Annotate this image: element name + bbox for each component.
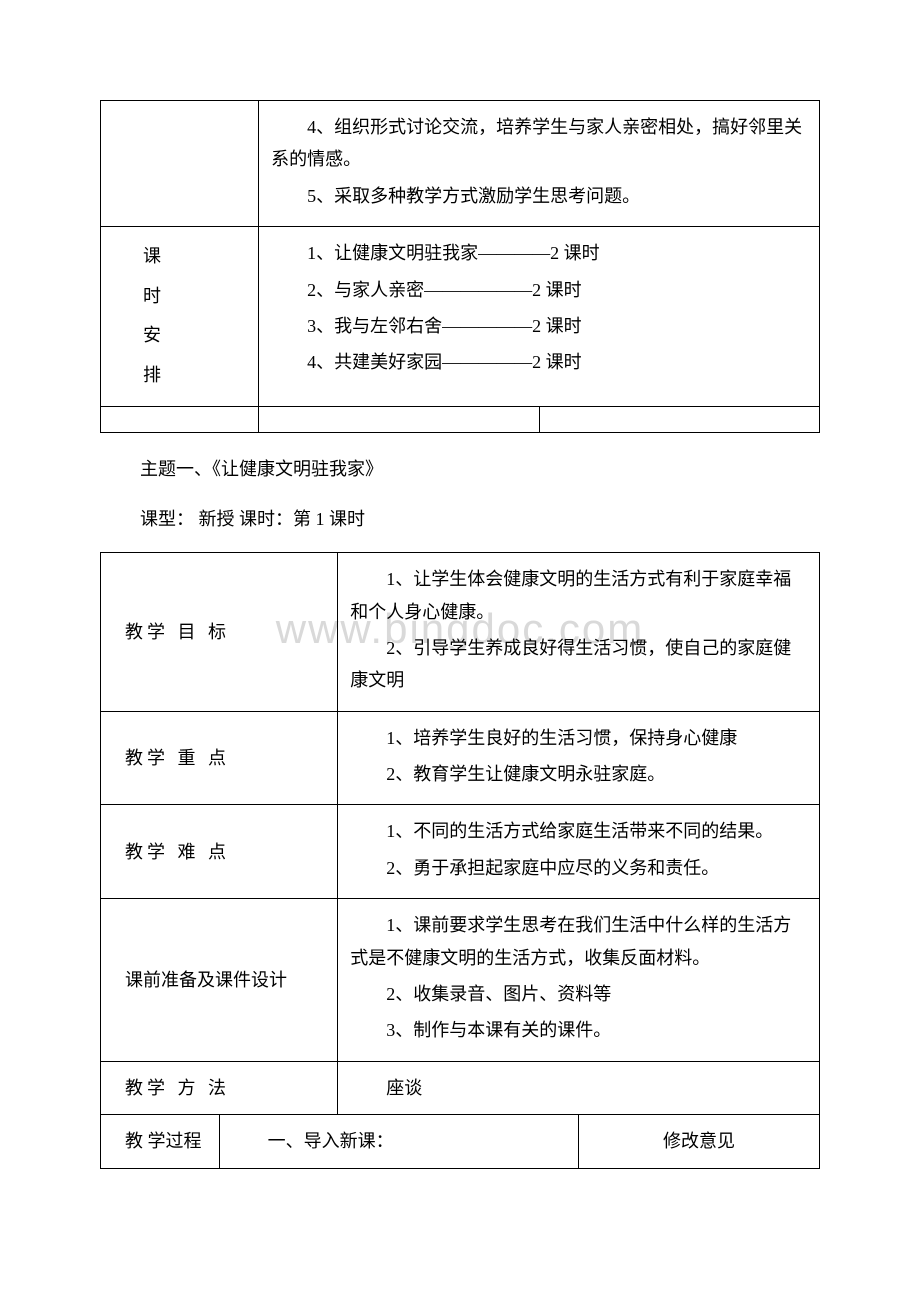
schedule-item: 1、让健康文明驻我家————2 课时 xyxy=(271,237,807,269)
table-row: 4、组织形式讨论交流，培养学生与家人亲密相处，搞好邻里关系的情感。 5、采取多种… xyxy=(101,101,820,227)
table-row: 教 学过程 一、导入新课： 修改意见 xyxy=(101,1115,820,1168)
cell-empty xyxy=(101,101,259,227)
schedule-item: 3、我与左邻右舍—————2 课时 xyxy=(271,310,807,342)
cell-process-content: 一、导入新课： xyxy=(219,1115,578,1168)
table-row: 教学 方 法 座谈 xyxy=(101,1061,820,1114)
cell-label-process: 教 学过程 xyxy=(101,1115,220,1168)
table-schedule-top: 4、组织形式讨论交流，培养学生与家人亲密相处，搞好邻里关系的情感。 5、采取多种… xyxy=(100,100,820,433)
cell-schedule-label: 课 时 安 排 xyxy=(101,227,259,406)
table-row: 教学 目 标 1、让学生体会健康文明的生活方式有利于家庭幸福和个人身心健康。 2… xyxy=(101,553,820,712)
paragraph: 3、制作与本课有关的课件。 xyxy=(350,1014,807,1046)
cell-objectives: 1、让学生体会健康文明的生活方式有利于家庭幸福和个人身心健康。 2、引导学生养成… xyxy=(338,553,820,712)
table-row-empty xyxy=(101,406,820,432)
document-content: 4、组织形式讨论交流，培养学生与家人亲密相处，搞好邻里关系的情感。 5、采取多种… xyxy=(0,0,920,1169)
table-row: 教学 重 点 1、培养学生良好的生活习惯，保持身心健康 2、教育学生让健康文明永… xyxy=(101,711,820,805)
paragraph: 1、不同的生活方式给家庭生活带来不同的结果。 xyxy=(350,815,807,847)
cell-revision-notes: 修改意见 xyxy=(579,1115,820,1168)
cell-schedule-items: 1、让健康文明驻我家————2 课时 2、与家人亲密——————2 课时 3、我… xyxy=(259,227,820,406)
cell-difficulties: 1、不同的生活方式给家庭生活带来不同的结果。 2、勇于承担起家庭中应尽的义务和责… xyxy=(338,805,820,899)
cell-label-keypoints: 教学 重 点 xyxy=(101,711,338,805)
paragraph: 1、培养学生良好的生活习惯，保持身心健康 xyxy=(350,722,807,754)
label-char: 排 xyxy=(143,356,161,396)
label-char: 课 xyxy=(143,237,161,277)
cell-label-objectives: 教学 目 标 xyxy=(101,553,338,712)
vertical-label: 课 时 安 排 xyxy=(113,237,246,395)
paragraph: 座谈 xyxy=(350,1072,807,1104)
table-row: 教学 难 点 1、不同的生活方式给家庭生活带来不同的结果。 2、勇于承担起家庭中… xyxy=(101,805,820,899)
heading-topic: 主题一、《让健康文明驻我家》 xyxy=(140,455,820,484)
paragraph: 1、课前要求学生思考在我们生活中什么样的生活方式是不健康文明的生活方式，收集反面… xyxy=(350,909,807,974)
paragraph: 4、组织形式讨论交流，培养学生与家人亲密相处，搞好邻里关系的情感。 xyxy=(271,111,807,176)
cell-keypoints: 1、培养学生良好的生活习惯，保持身心健康 2、教育学生让健康文明永驻家庭。 xyxy=(338,711,820,805)
paragraph: 2、引导学生养成良好得生活习惯，使自己的家庭健康文明 xyxy=(350,632,807,697)
cell-empty xyxy=(539,406,819,432)
cell-empty xyxy=(101,406,259,432)
cell-label-difficulties: 教学 难 点 xyxy=(101,805,338,899)
cell-label-method: 教学 方 法 xyxy=(101,1061,338,1114)
cell-methods: 4、组织形式讨论交流，培养学生与家人亲密相处，搞好邻里关系的情感。 5、采取多种… xyxy=(259,101,820,227)
paragraph: 2、教育学生让健康文明永驻家庭。 xyxy=(350,758,807,790)
paragraph: 2、收集录音、图片、资料等 xyxy=(350,978,807,1010)
schedule-item: 4、共建美好家园—————2 课时 xyxy=(271,346,807,378)
cell-label-preparation: 课前准备及课件设计 xyxy=(101,899,338,1062)
table-row: 课 时 安 排 1、让健康文明驻我家————2 课时 2、与家人亲密——————… xyxy=(101,227,820,406)
paragraph: 1、让学生体会健康文明的生活方式有利于家庭幸福和个人身心健康。 xyxy=(350,563,807,628)
paragraph: 5、采取多种教学方式激励学生思考问题。 xyxy=(271,180,807,212)
paragraph: 2、勇于承担起家庭中应尽的义务和责任。 xyxy=(350,852,807,884)
table-lesson-plan: 教学 目 标 1、让学生体会健康文明的生活方式有利于家庭幸福和个人身心健康。 2… xyxy=(100,552,820,1168)
heading-lesson-info: 课型： 新授 课时：第 1 课时 xyxy=(140,505,820,534)
table-row: 课前准备及课件设计 1、课前要求学生思考在我们生活中什么样的生活方式是不健康文明… xyxy=(101,899,820,1062)
cell-empty xyxy=(259,406,539,432)
cell-preparation: 1、课前要求学生思考在我们生活中什么样的生活方式是不健康文明的生活方式，收集反面… xyxy=(338,899,820,1062)
label-char: 安 xyxy=(143,316,161,356)
paragraph: 一、导入新课： xyxy=(232,1125,566,1157)
schedule-item: 2、与家人亲密——————2 课时 xyxy=(271,274,807,306)
cell-method: 座谈 xyxy=(338,1061,820,1114)
label-char: 时 xyxy=(143,277,161,317)
